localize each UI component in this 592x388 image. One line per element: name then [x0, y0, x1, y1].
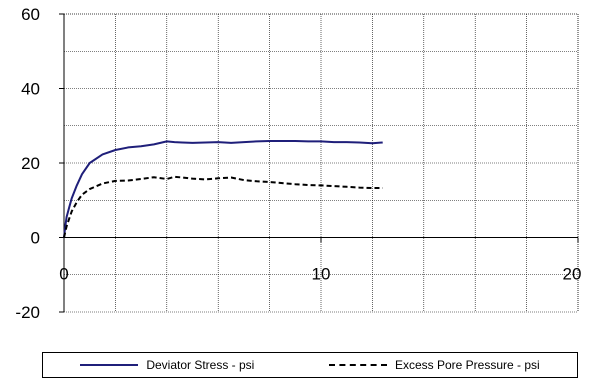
y-tick-label: 40: [21, 80, 40, 99]
axes-layer: [59, 13, 579, 313]
y-tick-label: -20: [15, 303, 40, 322]
legend-swatch-excess-pore-pressure: [328, 364, 387, 366]
y-tick-label: 20: [21, 154, 40, 173]
x-tick-label: 20: [563, 265, 582, 284]
x-tick-label: 10: [312, 265, 331, 284]
x-tick-label: 0: [59, 265, 68, 284]
legend-label-deviator-stress: Deviator Stress - psi: [146, 358, 255, 372]
y-tick-label: 0: [31, 229, 40, 248]
chart-legend: Deviator Stress - psi Excess Pore Pressu…: [42, 352, 578, 378]
series-layer: [63, 140, 383, 238]
series-line-excess-pore-pressure: [63, 175, 383, 238]
legend-label-excess-pore-pressure: Excess Pore Pressure - psi: [394, 358, 540, 372]
series-line-deviator-stress: [63, 140, 383, 238]
y-tick-label: 60: [21, 5, 40, 24]
tick-labels-layer: -20 0 20 40 60 0 10 20: [15, 5, 581, 322]
legend-item-excess-pore-pressure: Excess Pore Pressure - psi: [328, 358, 540, 372]
legend-swatch-deviator-stress: [80, 364, 139, 366]
legend-item-deviator-stress: Deviator Stress - psi: [80, 358, 254, 372]
